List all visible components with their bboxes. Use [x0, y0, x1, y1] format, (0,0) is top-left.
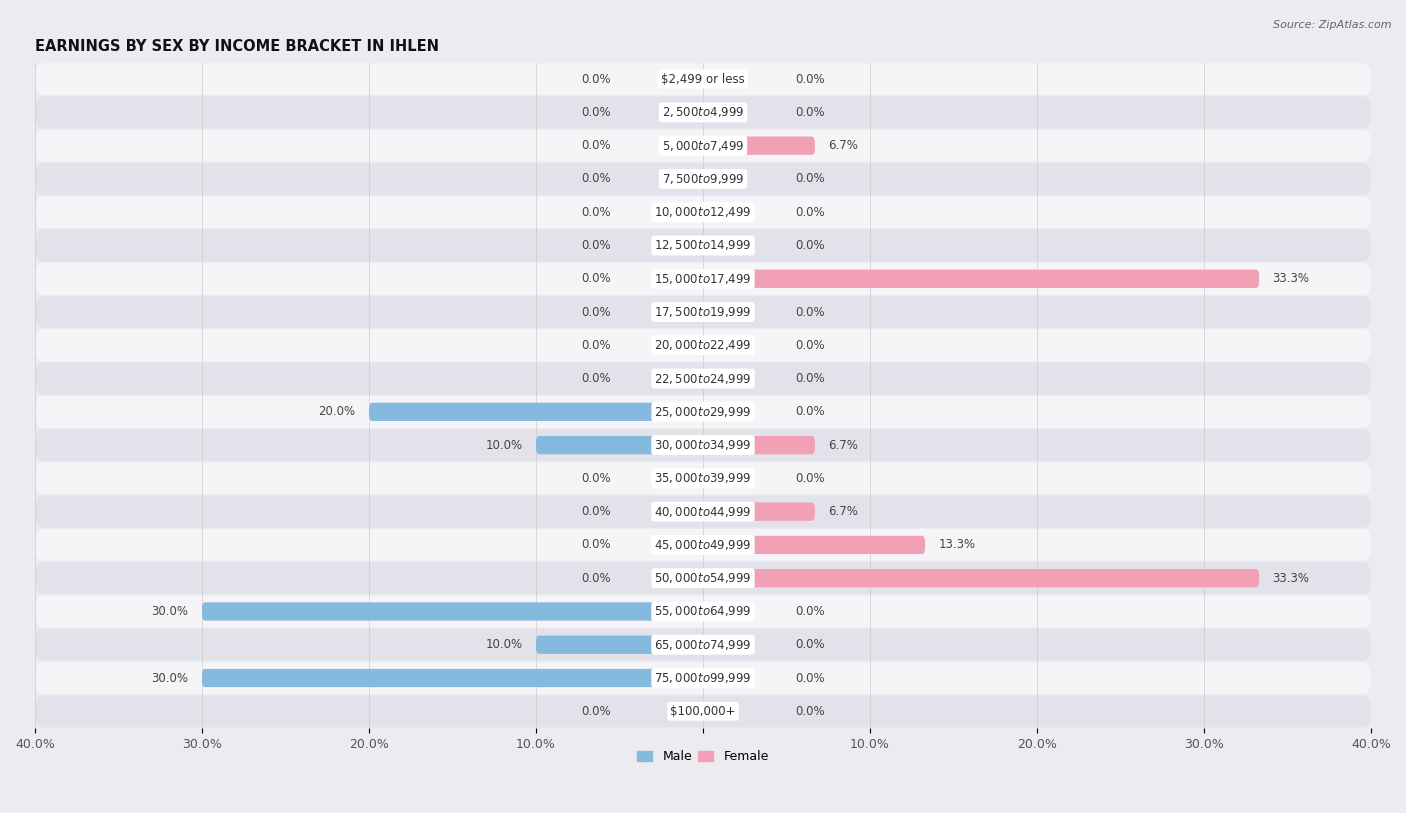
Text: 0.0%: 0.0% [794, 106, 824, 119]
Text: 13.3%: 13.3% [938, 538, 976, 551]
FancyBboxPatch shape [202, 669, 703, 687]
Text: 0.0%: 0.0% [794, 605, 824, 618]
FancyBboxPatch shape [35, 463, 1371, 494]
Text: 0.0%: 0.0% [794, 239, 824, 252]
FancyBboxPatch shape [35, 662, 1371, 694]
Text: 0.0%: 0.0% [794, 705, 824, 718]
Text: $45,000 to $49,999: $45,000 to $49,999 [654, 538, 752, 552]
Text: $7,500 to $9,999: $7,500 to $9,999 [662, 172, 744, 186]
FancyBboxPatch shape [703, 137, 815, 154]
Text: 33.3%: 33.3% [1272, 572, 1309, 585]
FancyBboxPatch shape [35, 163, 1371, 195]
Text: $2,499 or less: $2,499 or less [661, 72, 745, 85]
FancyBboxPatch shape [35, 429, 1371, 461]
FancyBboxPatch shape [35, 595, 1371, 628]
FancyBboxPatch shape [35, 496, 1371, 528]
Text: 30.0%: 30.0% [152, 605, 188, 618]
Text: $75,000 to $99,999: $75,000 to $99,999 [654, 671, 752, 685]
Text: 0.0%: 0.0% [582, 239, 612, 252]
FancyBboxPatch shape [703, 536, 925, 554]
Text: 0.0%: 0.0% [582, 372, 612, 385]
FancyBboxPatch shape [35, 263, 1371, 295]
FancyBboxPatch shape [35, 529, 1371, 561]
FancyBboxPatch shape [35, 396, 1371, 428]
Text: 0.0%: 0.0% [794, 406, 824, 419]
Text: 0.0%: 0.0% [582, 206, 612, 219]
Text: 0.0%: 0.0% [794, 472, 824, 485]
FancyBboxPatch shape [35, 296, 1371, 328]
FancyBboxPatch shape [35, 363, 1371, 394]
Text: 20.0%: 20.0% [319, 406, 356, 419]
Text: 10.0%: 10.0% [485, 638, 523, 651]
Text: 0.0%: 0.0% [794, 306, 824, 319]
Text: $30,000 to $34,999: $30,000 to $34,999 [654, 438, 752, 452]
Text: $22,500 to $24,999: $22,500 to $24,999 [654, 372, 752, 385]
FancyBboxPatch shape [368, 402, 703, 421]
Text: 0.0%: 0.0% [582, 339, 612, 352]
Legend: Male, Female: Male, Female [633, 746, 773, 768]
Text: 0.0%: 0.0% [582, 572, 612, 585]
Text: 10.0%: 10.0% [485, 438, 523, 451]
Text: $55,000 to $64,999: $55,000 to $64,999 [654, 604, 752, 619]
Text: 0.0%: 0.0% [582, 538, 612, 551]
FancyBboxPatch shape [536, 636, 703, 654]
Text: 0.0%: 0.0% [582, 505, 612, 518]
Text: $10,000 to $12,499: $10,000 to $12,499 [654, 205, 752, 220]
Text: $50,000 to $54,999: $50,000 to $54,999 [654, 572, 752, 585]
Text: 0.0%: 0.0% [794, 206, 824, 219]
Text: 0.0%: 0.0% [794, 72, 824, 85]
Text: $65,000 to $74,999: $65,000 to $74,999 [654, 637, 752, 652]
Text: 0.0%: 0.0% [582, 472, 612, 485]
Text: 0.0%: 0.0% [794, 672, 824, 685]
Text: $15,000 to $17,499: $15,000 to $17,499 [654, 272, 752, 285]
Text: $35,000 to $39,999: $35,000 to $39,999 [654, 472, 752, 485]
Text: $5,000 to $7,499: $5,000 to $7,499 [662, 139, 744, 153]
Text: 0.0%: 0.0% [794, 372, 824, 385]
Text: $20,000 to $22,499: $20,000 to $22,499 [654, 338, 752, 352]
Text: $25,000 to $29,999: $25,000 to $29,999 [654, 405, 752, 419]
Text: 0.0%: 0.0% [582, 172, 612, 185]
Text: $40,000 to $44,999: $40,000 to $44,999 [654, 505, 752, 519]
Text: 33.3%: 33.3% [1272, 272, 1309, 285]
Text: $2,500 to $4,999: $2,500 to $4,999 [662, 106, 744, 120]
FancyBboxPatch shape [35, 695, 1371, 728]
Text: 0.0%: 0.0% [794, 339, 824, 352]
Text: 0.0%: 0.0% [582, 272, 612, 285]
FancyBboxPatch shape [202, 602, 703, 620]
Text: Source: ZipAtlas.com: Source: ZipAtlas.com [1274, 20, 1392, 30]
FancyBboxPatch shape [703, 569, 1260, 587]
FancyBboxPatch shape [35, 196, 1371, 228]
Text: 0.0%: 0.0% [582, 106, 612, 119]
Text: 0.0%: 0.0% [582, 705, 612, 718]
Text: EARNINGS BY SEX BY INCOME BRACKET IN IHLEN: EARNINGS BY SEX BY INCOME BRACKET IN IHL… [35, 39, 439, 54]
Text: $12,500 to $14,999: $12,500 to $14,999 [654, 238, 752, 253]
Text: 0.0%: 0.0% [582, 72, 612, 85]
FancyBboxPatch shape [703, 436, 815, 454]
FancyBboxPatch shape [35, 563, 1371, 594]
Text: 30.0%: 30.0% [152, 672, 188, 685]
FancyBboxPatch shape [35, 329, 1371, 361]
FancyBboxPatch shape [35, 628, 1371, 661]
FancyBboxPatch shape [536, 436, 703, 454]
Text: 6.7%: 6.7% [828, 505, 858, 518]
FancyBboxPatch shape [35, 229, 1371, 262]
Text: 0.0%: 0.0% [582, 306, 612, 319]
FancyBboxPatch shape [35, 63, 1371, 95]
Text: $17,500 to $19,999: $17,500 to $19,999 [654, 305, 752, 319]
Text: 6.7%: 6.7% [828, 438, 858, 451]
FancyBboxPatch shape [703, 270, 1260, 288]
Text: 0.0%: 0.0% [794, 638, 824, 651]
Text: 6.7%: 6.7% [828, 139, 858, 152]
FancyBboxPatch shape [703, 502, 815, 521]
Text: $100,000+: $100,000+ [671, 705, 735, 718]
Text: 0.0%: 0.0% [582, 139, 612, 152]
FancyBboxPatch shape [35, 130, 1371, 162]
FancyBboxPatch shape [35, 97, 1371, 128]
Text: 0.0%: 0.0% [794, 172, 824, 185]
